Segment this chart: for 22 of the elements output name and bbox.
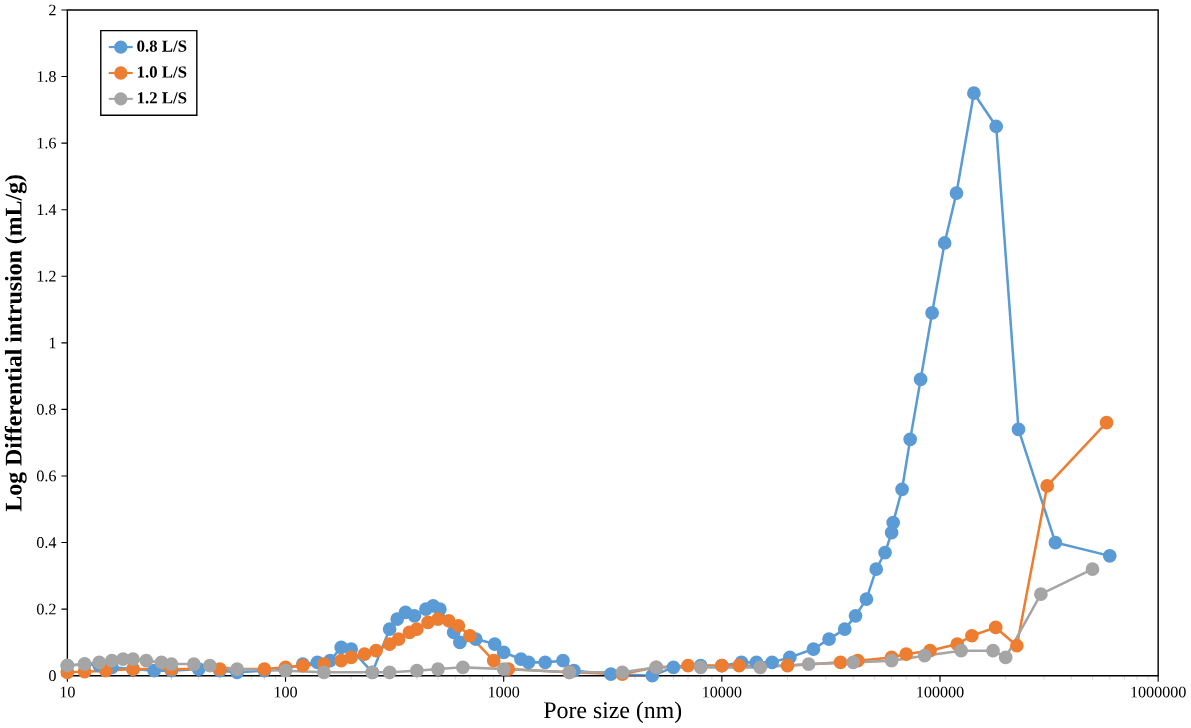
y-tick-label: 1.2: [37, 270, 56, 282]
x-axis-title: Pore size (nm): [544, 701, 682, 724]
y-tick-label: 1.4: [37, 204, 57, 216]
y-tick-label: 0.8: [36, 404, 56, 415]
y-axis-title: Log Differential intrusion (mL/g): [4, 175, 27, 512]
x-tick-label: 10000: [703, 686, 742, 698]
legend-label: 0.8 L/S: [137, 40, 187, 52]
x-tick-label: 1000000: [1131, 686, 1186, 698]
y-tick-label: 1: [49, 337, 56, 349]
x-tick-label: 100: [274, 686, 297, 698]
x-tick-label: 100000: [917, 686, 964, 698]
y-tick-label: 1.8: [37, 71, 56, 83]
y-tick-label: 0.2: [36, 603, 56, 615]
y-tick-label: 0: [49, 670, 56, 682]
legend-label: 1.2 L/S: [137, 92, 187, 104]
y-tick-label: 1.6: [37, 137, 56, 149]
legend-label: 1.0 L/S: [137, 66, 187, 78]
x-tick-label: 1000: [488, 686, 520, 698]
x-tick-label: 10: [60, 686, 75, 698]
y-tick-label: 2: [49, 4, 56, 16]
y-tick-label: 0.6: [36, 470, 56, 482]
y-tick-label: 0.4: [36, 537, 57, 549]
